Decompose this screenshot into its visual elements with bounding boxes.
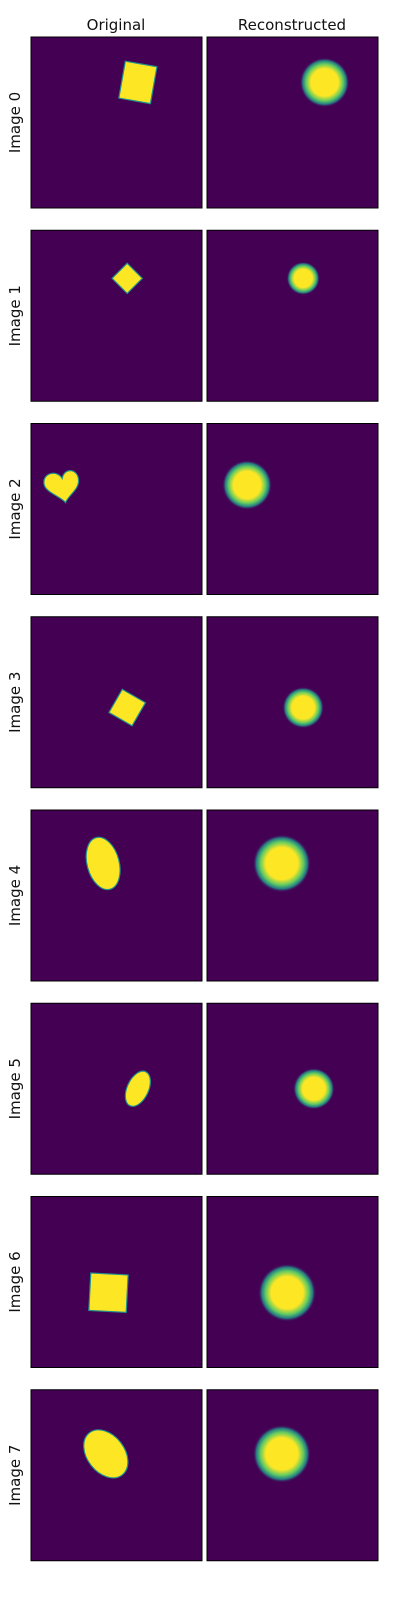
reconstructed-panel-background: [207, 424, 378, 595]
image-row: Image 6: [6, 1197, 378, 1368]
original-panel-background: [31, 810, 202, 981]
row-label: Image 0: [6, 92, 24, 153]
original-panel-background: [31, 424, 202, 595]
reconstructed-blob: [258, 1264, 316, 1322]
row-label: Image 7: [6, 1445, 24, 1506]
original-panel-background: [31, 37, 202, 208]
reconstructed-blob: [253, 834, 311, 892]
reconstructed-panel-background: [207, 1003, 378, 1174]
row-label: Image 1: [6, 285, 24, 346]
image-row: Image 5: [6, 1003, 378, 1174]
image-row: Image 0: [6, 37, 378, 208]
reconstructed-blob: [222, 460, 272, 510]
image-rows: Image 0 Image 1 Image 2 Image 3 Image 4 Image…: [6, 37, 378, 1561]
row-label: Image 3: [6, 672, 24, 733]
column-title-original: Original: [87, 16, 146, 34]
reconstructed-panel-background: [207, 37, 378, 208]
image-row: Image 3: [6, 617, 378, 788]
reconstructed-blob: [287, 262, 320, 295]
column-title-reconstructed: Reconstructed: [238, 16, 346, 34]
original-panel-background: [31, 230, 202, 401]
row-label: Image 2: [6, 478, 24, 539]
image-row: Image 4: [6, 810, 378, 981]
row-label: Image 4: [6, 865, 24, 926]
reconstructed-panel-background: [207, 810, 378, 981]
reconstructed-panel-background: [207, 230, 378, 401]
image-row: Image 7: [6, 1390, 378, 1561]
original-panel-background: [31, 1003, 202, 1174]
reconstructed-blob: [282, 687, 323, 728]
row-label: Image 6: [6, 1251, 24, 1312]
row-label: Image 5: [6, 1058, 24, 1119]
reconstructed-blob: [293, 1068, 334, 1109]
original-square-shape: [119, 61, 157, 103]
reconstructed-blob: [300, 58, 350, 108]
reconstructed-blob: [253, 1425, 311, 1483]
original-square-shape: [89, 1273, 128, 1312]
image-row: Image 2: [6, 424, 378, 595]
image-row: Image 1: [6, 230, 378, 401]
